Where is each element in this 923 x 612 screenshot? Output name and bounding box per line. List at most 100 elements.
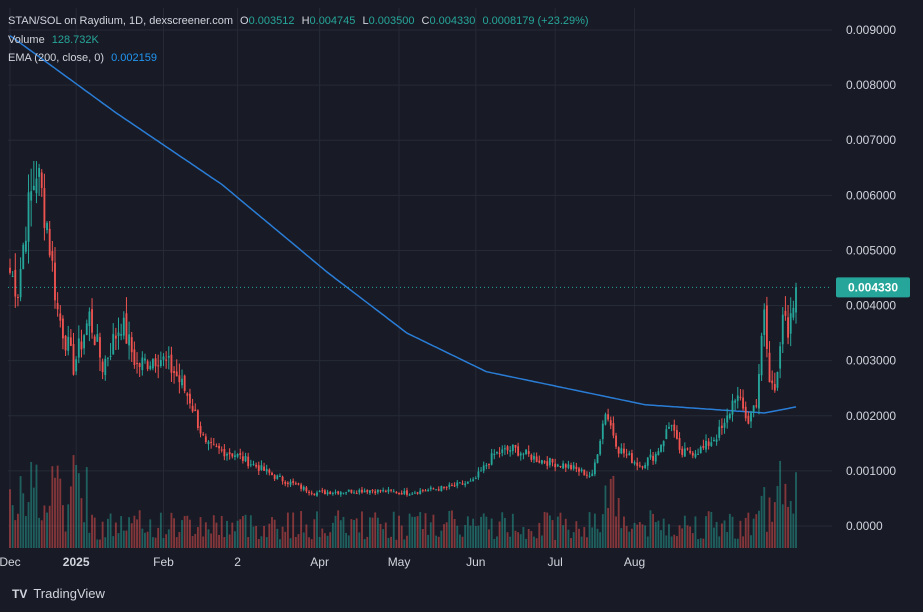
volume-bar [572,532,575,548]
candle-body [14,269,17,297]
candle-body [490,453,493,465]
volume-bar [480,516,482,548]
volume-bar [27,502,30,548]
candle-body [652,455,655,461]
candle-body [601,423,604,440]
high-value: 0.004745 [309,15,356,27]
candle-body [392,491,395,493]
candle-body [673,424,676,431]
candle-body [747,415,750,424]
volume-bar [273,519,276,548]
candle-body [358,489,361,493]
candle-body [376,489,379,493]
candle-body [67,336,70,351]
volume-bar [408,513,411,548]
volume-bar [443,524,445,548]
volume-bar [355,518,358,548]
volume-bar [747,512,750,548]
candle-body [477,471,480,478]
candle-body [347,489,350,492]
candle-body [498,452,501,454]
volume-bar [51,466,54,548]
candle-body [400,492,403,495]
volume-bar [54,477,56,548]
candle-body [305,487,308,492]
candle-body [511,444,514,451]
candle-body [186,393,189,396]
volume-bar [429,522,432,548]
candle-body [440,486,443,492]
candle-body [239,453,242,455]
candle-body [720,425,723,428]
candle-body [604,414,607,425]
candle-body [337,491,340,494]
candle-body [241,456,244,461]
volume-bar [292,512,295,548]
volume-bar [350,519,353,548]
candle-body [181,378,183,386]
grid-lines [8,8,832,548]
candle-body [30,191,33,201]
volume-bar [718,536,721,548]
volume-bar [472,518,475,548]
candle-body [710,442,713,446]
candle-body [101,361,104,373]
volume-bar [511,513,514,548]
tradingview-brand[interactable]: TV TradingView [12,586,105,601]
symbol-title: STAN/SOL on Raydium, 1D, dexscreener.com [8,15,233,27]
volume-bar [231,522,234,548]
volume-bar [498,521,501,548]
candle-body [144,358,146,361]
candle-body [122,317,125,336]
candle-body [755,405,758,407]
volume-bar [570,538,572,548]
candle-body [112,333,115,355]
volume-bar [734,538,737,548]
volume-bar [43,505,46,548]
volume-bar [435,535,438,548]
volume-bar [96,539,99,548]
x-tick-label: Aug [624,555,645,569]
candle-body [734,400,737,403]
volume-bar [144,532,146,548]
candle-body [133,349,136,365]
candle-body [424,490,427,492]
candle-body [276,475,279,479]
volume-bar [731,516,734,548]
volume-bar [660,530,662,548]
candle-body [281,476,284,482]
volume-bar [670,536,673,548]
candle-body [284,481,287,484]
candle-body [342,492,345,494]
volume-bar [681,528,684,548]
volume-bar [445,522,448,548]
candle-body [406,490,408,495]
volume-bar [789,500,792,548]
volume-bar [376,517,379,548]
candle-body [493,453,496,456]
candle-body [707,441,710,446]
y-tick-label: 0.003000 [846,354,896,368]
volume-bar [120,516,123,548]
volume-bar [382,529,385,548]
candle-body [472,479,475,481]
candle-body [503,448,506,450]
volume-bar [771,521,774,548]
candle-body [705,440,707,450]
candle-body [580,469,583,472]
volume-bar [720,523,723,548]
volume-bar [93,517,96,548]
brand-name: TradingView [33,586,105,601]
candle-body [681,448,684,455]
volume-bar [755,514,758,548]
ema-label: EMA (200, close, 0) [8,52,104,64]
candle-body [750,413,752,422]
volume-bar [46,512,48,548]
volume-bar [368,517,371,548]
volume-bar [64,531,67,548]
volume-bar [548,515,551,548]
volume-bar [713,527,715,548]
volume-bar [514,530,517,548]
volume-bar [469,525,472,548]
